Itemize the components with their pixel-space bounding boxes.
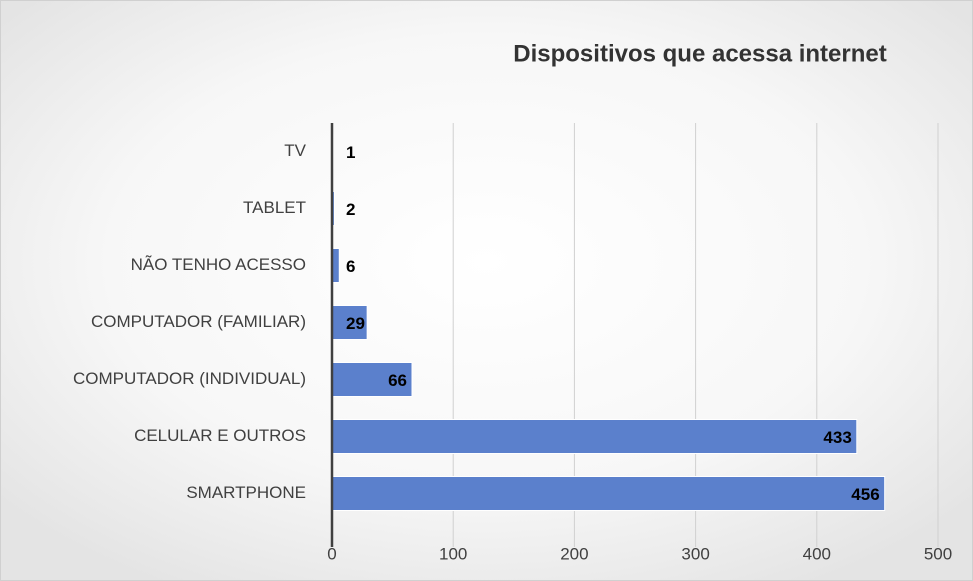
x-tick-label: 300 — [681, 544, 709, 563]
value-label: 1 — [346, 143, 355, 162]
value-label: 433 — [823, 428, 851, 447]
y-tick-label: NÃO TENHO ACESSO — [131, 255, 306, 274]
y-tick-label: COMPUTADOR (INDIVIDUAL) — [73, 369, 306, 388]
x-tick-label: 500 — [924, 544, 952, 563]
chart-title: Dispositivos que acessa internet — [513, 40, 886, 67]
x-tick-label: 400 — [803, 544, 831, 563]
value-label: 456 — [851, 485, 879, 504]
y-tick-label: COMPUTADOR (FAMILIAR) — [91, 312, 306, 331]
bar — [331, 419, 858, 454]
x-tick-label: 0 — [327, 544, 336, 563]
y-tick-label: CELULAR E OUTROS — [134, 426, 306, 445]
value-label: 6 — [346, 257, 355, 276]
y-tick-label: TABLET — [243, 198, 306, 217]
x-tick-label: 200 — [560, 544, 588, 563]
value-label: 66 — [388, 371, 407, 390]
x-tick-label: 100 — [439, 544, 467, 563]
value-label: 29 — [346, 314, 365, 333]
y-tick-label: TV — [284, 141, 306, 160]
y-tick-label: SMARTPHONE — [186, 483, 306, 502]
bar — [331, 476, 886, 511]
value-label: 2 — [346, 200, 355, 219]
